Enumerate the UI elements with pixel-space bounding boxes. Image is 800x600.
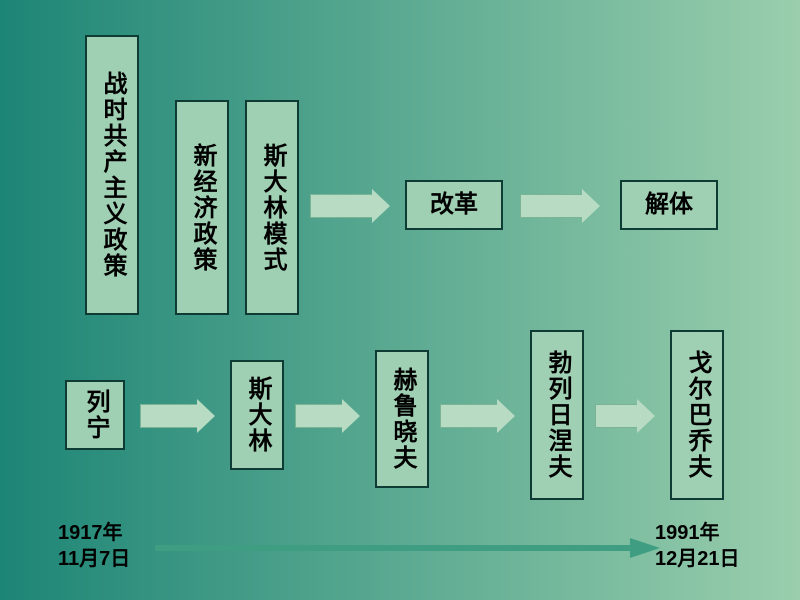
- label: 斯大林: [242, 376, 272, 454]
- arrow-khrushchev-to-brezhnev: [440, 405, 515, 427]
- label: 戈尔巴乔夫: [682, 350, 712, 480]
- box-nep: 新经济政策: [175, 100, 229, 315]
- box-war-communism: 战时共产主义政策: [85, 35, 139, 315]
- arrow-model-to-reform: [310, 195, 390, 217]
- date-end: 1991年 12月21日: [655, 520, 740, 572]
- date-start-year: 1917年: [58, 522, 123, 544]
- label: 新经济政策: [187, 143, 217, 273]
- label: 列宁: [80, 389, 110, 441]
- label: 战时共产主义政策: [97, 71, 127, 279]
- date-end-year: 1991年: [655, 522, 720, 544]
- box-khrushchev: 赫鲁晓夫: [375, 350, 429, 488]
- box-reform: 改革: [405, 180, 503, 230]
- date-start: 1917年 11月7日: [58, 520, 130, 572]
- date-start-day: 11月7日: [58, 548, 130, 570]
- box-stalin-model: 斯大林模式: [245, 100, 299, 315]
- label: 改革: [430, 190, 478, 220]
- date-end-day: 12月21日: [655, 548, 740, 570]
- label: 解体: [645, 190, 693, 220]
- label: 勃列日涅夫: [542, 350, 572, 480]
- arrow-reform-to-dissolution: [520, 195, 600, 217]
- box-dissolution: 解体: [620, 180, 718, 230]
- label: 斯大林模式: [257, 143, 287, 273]
- arrow-brezhnev-to-gorbachev: [595, 405, 655, 427]
- label: 赫鲁晓夫: [387, 367, 417, 471]
- arrow-lenin-to-stalin: [140, 405, 215, 427]
- box-lenin: 列宁: [65, 380, 125, 450]
- box-stalin: 斯大林: [230, 360, 284, 470]
- box-gorbachev: 戈尔巴乔夫: [670, 330, 724, 500]
- box-brezhnev: 勃列日涅夫: [530, 330, 584, 500]
- arrow-stalin-to-khrushchev: [295, 405, 360, 427]
